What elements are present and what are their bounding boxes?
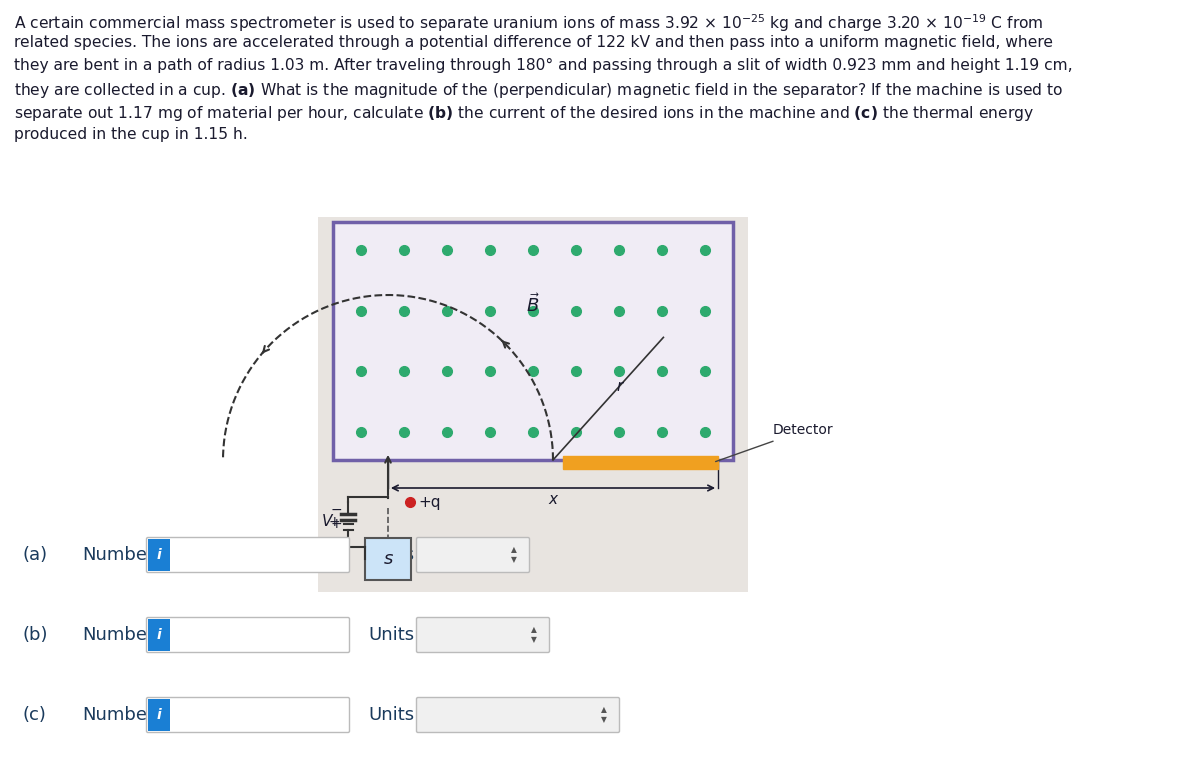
FancyBboxPatch shape [416,698,619,733]
Text: ▼: ▼ [511,556,517,565]
Text: ▼: ▼ [532,635,536,644]
Text: produced in the cup in 1.15 h.: produced in the cup in 1.15 h. [14,127,247,142]
Bar [318,217,748,592]
Text: $\vec{B}$: $\vec{B}$ [526,293,540,316]
FancyBboxPatch shape [416,537,529,572]
Text: Units: Units [368,626,414,644]
Text: (c): (c) [22,706,46,724]
Bar [334,222,733,460]
Text: Number: Number [82,706,155,724]
Bar [148,619,170,651]
Text: s: s [383,550,392,568]
Text: −: − [330,503,342,517]
Text: +: + [329,515,340,529]
Text: they are collected in a cup. $\mathbf{(a)}$ What is the magnitude of the (perpen: they are collected in a cup. $\mathbf{(a… [14,81,1063,100]
Bar [563,456,718,469]
Text: i: i [157,548,161,562]
Text: ▲: ▲ [601,705,607,714]
Bar [365,538,410,580]
Text: Units: Units [368,546,414,564]
Text: x: x [548,492,558,507]
Bar [148,699,170,731]
Text: Number: Number [82,626,155,644]
Text: ▲: ▲ [532,625,536,635]
Text: V: V [322,515,332,530]
Text: Units: Units [368,706,414,724]
Text: r: r [617,378,623,394]
Bar [148,539,170,571]
Text: i: i [157,708,161,722]
Text: i: i [157,628,161,642]
Text: ▼: ▼ [601,715,607,724]
Text: Number: Number [82,546,155,564]
Text: ▲: ▲ [511,546,517,555]
Text: separate out 1.17 mg of material per hour, calculate $\mathbf{(b)}$ the current : separate out 1.17 mg of material per hou… [14,104,1034,123]
FancyBboxPatch shape [146,617,349,653]
FancyBboxPatch shape [416,617,550,653]
Text: (a): (a) [22,546,47,564]
Text: (b): (b) [22,626,48,644]
Text: they are bent in a path of radius 1.03 m. After traveling through 180° and passi: they are bent in a path of radius 1.03 m… [14,58,1073,73]
Text: Detector: Detector [715,423,834,461]
FancyBboxPatch shape [146,698,349,733]
FancyBboxPatch shape [146,537,349,572]
Text: related species. The ions are accelerated through a potential difference of 122 : related species. The ions are accelerate… [14,35,1054,50]
Text: +: + [330,517,342,531]
Text: +q: +q [418,495,440,509]
Text: A certain commercial mass spectrometer is used to separate uranium ions of mass : A certain commercial mass spectrometer i… [14,12,1044,33]
